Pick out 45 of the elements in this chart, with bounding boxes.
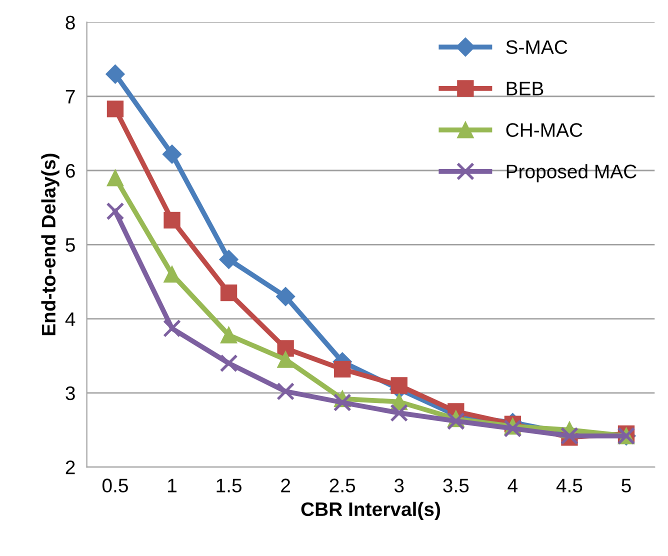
y-tick-label: 3 — [66, 386, 75, 400]
point — [220, 354, 238, 372]
point — [220, 326, 238, 344]
legend-label: BEB — [506, 82, 544, 96]
point — [162, 319, 182, 338]
point — [164, 212, 180, 229]
y-tick-label: 8 — [66, 16, 75, 30]
y-tick-label: 2 — [66, 460, 75, 474]
x-tick-label: 2.5 — [330, 478, 356, 492]
point — [106, 170, 124, 186]
point — [219, 250, 238, 269]
y-tick-label: 4 — [65, 312, 76, 326]
x-tick-label: 5 — [622, 478, 631, 492]
point — [276, 287, 296, 306]
point — [162, 144, 182, 164]
point — [390, 404, 408, 422]
point — [334, 360, 351, 378]
legend-label: CH-MAC — [506, 123, 582, 137]
point — [390, 377, 408, 394]
y-tick-label: 6 — [66, 164, 75, 178]
legend-label: Proposed MAC — [506, 164, 636, 182]
x-tick-label: 4.5 — [556, 478, 582, 492]
point — [106, 100, 124, 118]
point — [446, 412, 465, 430]
point — [164, 266, 180, 283]
x-tick-label: 2 — [281, 478, 290, 492]
x-axis-title: CBR Interval(s) — [301, 502, 440, 520]
x-tick-label: 3 — [394, 478, 404, 492]
point — [106, 64, 125, 84]
y-axis-title: End-to-end Delay(s) — [41, 154, 60, 336]
point — [504, 419, 522, 438]
point — [277, 351, 294, 368]
point — [276, 382, 295, 400]
legend-label: S-MAC — [506, 40, 568, 54]
point — [333, 394, 352, 412]
x-tick-label: 1 — [168, 478, 176, 492]
y-tick-label: 7 — [66, 90, 75, 104]
x-tick-label: 1.5 — [216, 478, 242, 492]
x-tick-label: 3.5 — [443, 478, 469, 492]
point — [277, 340, 294, 357]
point — [220, 284, 238, 302]
point — [106, 202, 124, 220]
x-tick-label: 0.5 — [102, 478, 128, 492]
x-tick-label: 4 — [508, 478, 518, 492]
y-tick-label: 5 — [66, 238, 75, 252]
